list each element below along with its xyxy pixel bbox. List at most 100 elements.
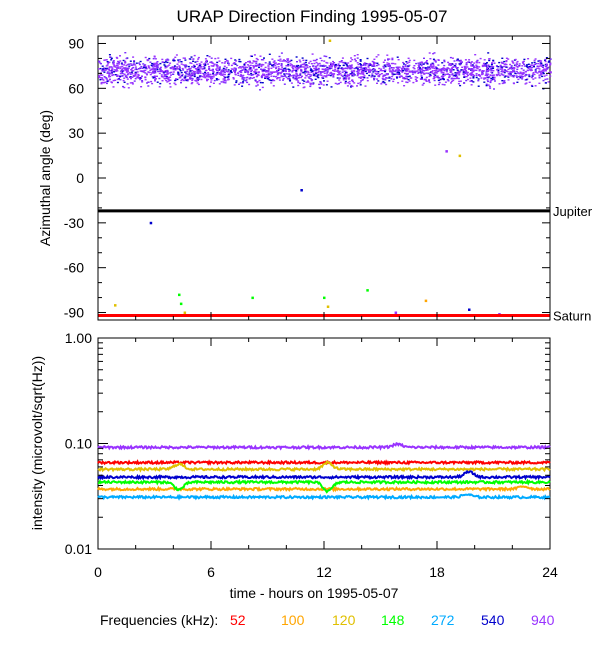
band-point — [110, 72, 113, 75]
band-point — [443, 60, 446, 63]
band-point — [221, 69, 223, 71]
band-point — [384, 69, 387, 71]
band-point — [154, 80, 156, 82]
band-point — [507, 76, 510, 78]
band-point — [413, 59, 416, 62]
band-point — [164, 75, 167, 78]
band-point — [121, 63, 124, 65]
band-point — [193, 54, 196, 57]
band-point — [136, 71, 139, 73]
band-point — [535, 67, 538, 70]
band-point — [449, 69, 452, 71]
band-point — [141, 75, 143, 78]
band-point — [122, 59, 125, 62]
band-point — [461, 66, 464, 68]
band-point — [429, 64, 432, 67]
band-point — [333, 64, 335, 66]
band-point — [237, 67, 240, 69]
band-point — [170, 71, 173, 73]
band-point — [267, 63, 270, 65]
band-point — [129, 60, 132, 62]
band-point — [467, 61, 470, 63]
band-point — [342, 61, 345, 64]
band-point — [218, 83, 221, 85]
band-point — [358, 70, 360, 72]
band-point — [485, 73, 488, 75]
band-point — [373, 68, 376, 71]
band-point — [154, 70, 157, 72]
band-point — [542, 64, 545, 67]
band-point — [214, 57, 217, 60]
band-point — [334, 66, 337, 69]
band-point — [244, 62, 247, 64]
band-point — [127, 70, 130, 72]
band-point — [503, 82, 506, 84]
band-point — [321, 65, 324, 67]
band-point — [114, 79, 117, 81]
band-point — [104, 67, 107, 70]
band-point — [285, 70, 287, 73]
band-point — [291, 71, 294, 73]
band-point — [489, 68, 492, 70]
band-point — [367, 66, 370, 68]
band-point — [103, 59, 106, 61]
band-point — [192, 60, 195, 62]
band-point — [112, 61, 115, 64]
band-point — [260, 76, 263, 79]
band-point — [278, 63, 280, 65]
band-point — [539, 64, 542, 66]
band-point — [373, 58, 376, 60]
band-point — [476, 60, 479, 62]
band-point — [384, 65, 387, 68]
band-point — [501, 57, 504, 59]
band-point — [387, 62, 390, 65]
band-point — [358, 66, 361, 68]
band-point — [479, 75, 482, 77]
band-point — [250, 74, 253, 76]
band-point — [184, 57, 186, 59]
band-point — [233, 62, 236, 64]
band-point — [287, 63, 290, 66]
band-point — [344, 78, 347, 80]
band-point — [103, 69, 106, 72]
band-point — [334, 68, 337, 71]
band-point — [363, 62, 366, 64]
band-point — [325, 61, 328, 64]
band-point — [441, 68, 444, 70]
band-point — [476, 67, 479, 69]
band-point — [262, 64, 265, 66]
band-point — [377, 54, 380, 56]
band-point — [305, 59, 308, 62]
band-point — [387, 64, 390, 66]
band-point — [286, 59, 289, 61]
band-point — [289, 63, 292, 65]
band-point — [531, 85, 534, 87]
band-point — [370, 76, 373, 78]
band-point — [366, 57, 369, 60]
band-point — [105, 82, 108, 85]
band-point — [269, 71, 272, 73]
band-point — [503, 63, 506, 65]
band-point — [154, 70, 157, 73]
band-point — [293, 78, 296, 80]
band-point — [149, 69, 152, 71]
band-point — [456, 72, 459, 74]
band-point — [433, 73, 436, 76]
band-point — [292, 75, 295, 77]
band-point — [105, 59, 108, 61]
band-point — [144, 69, 147, 72]
band-point — [102, 67, 105, 69]
band-point — [282, 75, 284, 78]
band-point — [411, 70, 414, 72]
band-point — [330, 63, 333, 65]
band-point — [497, 74, 500, 76]
band-point — [376, 78, 379, 80]
band-point — [100, 77, 102, 79]
band-point — [153, 75, 156, 77]
band-point — [533, 66, 535, 68]
band-point — [487, 64, 490, 66]
band-point — [295, 72, 298, 74]
band-point — [471, 61, 473, 63]
band-point — [500, 73, 503, 75]
band-point — [549, 63, 552, 65]
